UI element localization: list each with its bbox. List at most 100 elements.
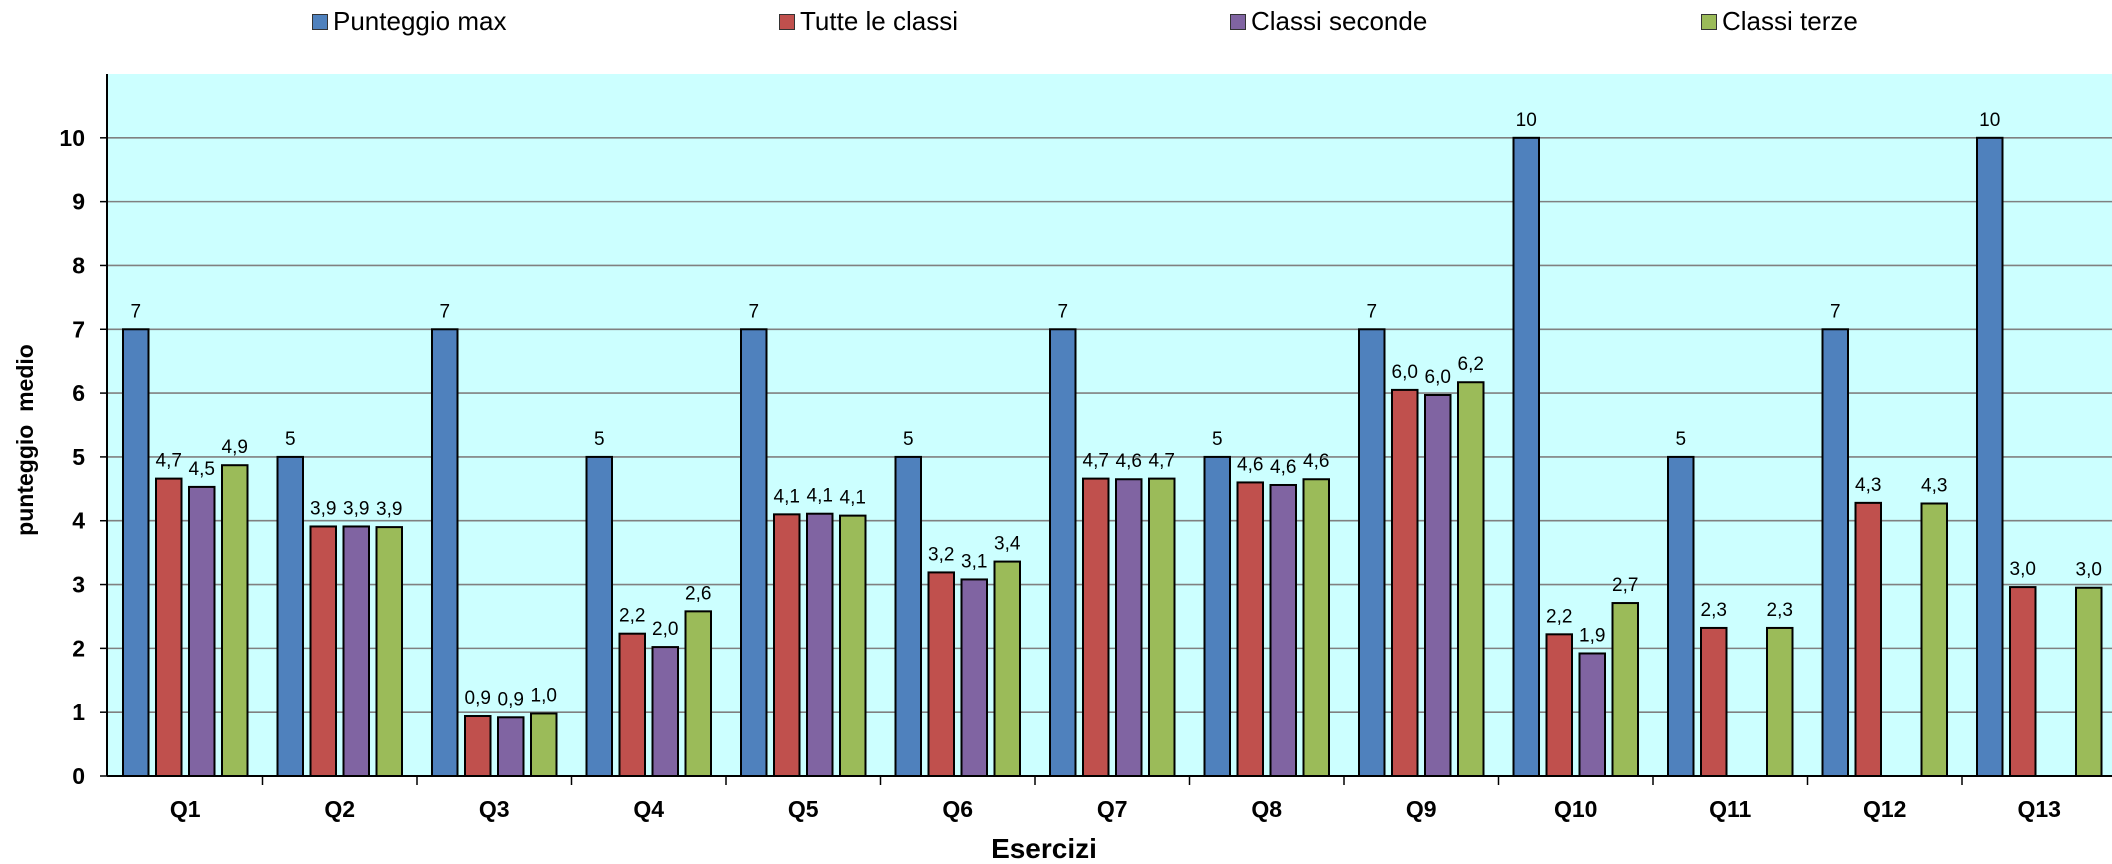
y-tick-label: 9: [72, 189, 85, 215]
bar: [1667, 455, 1695, 777]
y-tick-labels: 0 1 2 3 4 5 6 7 8 9 10: [59, 125, 107, 789]
data-label: 5: [1212, 429, 1223, 450]
bar: [585, 455, 613, 777]
data-label: 0,9: [465, 688, 491, 709]
data-label: 7: [1830, 301, 1841, 322]
bar: [651, 646, 679, 777]
bar: [1854, 501, 1882, 777]
data-label: 3,9: [343, 498, 369, 519]
data-labels: 7 4,7 4,5 4,9 5 3,9 3,9 3,9 7 0,9 0,9 1,0 5 2,2 2,0 2,6…: [130, 110, 2102, 710]
bar: [155, 477, 183, 777]
x-tick-label: Q11: [1709, 796, 1751, 822]
legend-item-punteggio-max: Punteggio max: [312, 6, 506, 37]
bar: [497, 716, 525, 778]
x-tick-label: Q1: [170, 796, 201, 822]
x-tick-label: Q4: [633, 796, 664, 822]
data-label: 6,0: [1392, 362, 1418, 383]
data-label: 4,6: [1270, 457, 1296, 478]
bar: [1236, 481, 1264, 777]
bar: [1424, 394, 1452, 777]
bar: [927, 571, 955, 777]
legend-item-classi-seconde: Classi seconde: [1230, 6, 1427, 37]
data-label: 4,1: [840, 488, 866, 509]
data-label: 7: [439, 301, 450, 322]
bar: [894, 455, 922, 777]
bar: [2075, 586, 2103, 778]
legend-swatch-classi-terze: [1701, 13, 1717, 30]
data-label: 4,7: [1149, 451, 1175, 472]
x-tick-label: Q12: [1863, 796, 1906, 822]
bar: [431, 328, 459, 777]
bar: [375, 526, 403, 777]
bar: [2009, 586, 2037, 778]
data-label: 4,3: [1921, 475, 1947, 496]
data-label: 1,9: [1579, 625, 1605, 646]
bar: [1082, 477, 1110, 777]
legend-label-tutte-le-classi: Tutte le classi: [800, 6, 958, 36]
data-label: 2,3: [1767, 600, 1793, 621]
bar: [993, 560, 1021, 778]
x-axis-title: Esercizi: [991, 833, 1097, 864]
data-label: 4,1: [774, 486, 800, 507]
legend-label-punteggio-max: Punteggio max: [333, 6, 507, 36]
bar: [1578, 652, 1606, 778]
data-label: 4,7: [1083, 451, 1109, 472]
y-tick-label: 0: [72, 763, 85, 789]
bar: [122, 328, 150, 777]
y-axis-title: punteggio medio: [12, 344, 38, 536]
data-label: 4,6: [1237, 454, 1263, 475]
data-label: 6,2: [1458, 354, 1484, 375]
data-label: 4,1: [807, 486, 833, 507]
bar: [276, 455, 304, 777]
x-tick-label: Q13: [2018, 796, 2061, 822]
data-label: 4,6: [1303, 451, 1329, 472]
y-tick-label: 10: [59, 125, 85, 151]
bar: [1049, 328, 1077, 777]
x-tick-label: Q6: [942, 796, 973, 822]
data-label: 2,2: [1546, 606, 1572, 627]
legend-label-classi-seconde: Classi seconde: [1251, 6, 1428, 36]
x-tick-label: Q9: [1406, 796, 1437, 822]
bar: [773, 513, 801, 777]
x-tick-label: Q5: [788, 796, 819, 822]
legend-item-classi-terze: Classi terze: [1701, 6, 1858, 37]
x-tick-label: Q10: [1554, 796, 1597, 822]
x-tick-label: Q2: [324, 796, 355, 822]
data-label: 2,7: [1612, 575, 1638, 596]
bar: [839, 514, 867, 777]
data-label: 7: [130, 301, 141, 322]
legend-swatch-punteggio-max: [312, 13, 328, 30]
data-label: 3,0: [2076, 560, 2102, 581]
bar: [1203, 455, 1231, 777]
bar: [1148, 477, 1176, 777]
bar: [1358, 328, 1386, 777]
legend-item-tutte-le-classi: Tutte le classi: [779, 6, 958, 37]
bar: [684, 610, 712, 778]
data-label: 4,9: [222, 437, 248, 458]
x-tick-labels: Q1 Q2 Q3 Q4 Q5 Q6 Q7 Q8 Q9 Q10 Q11 Q12 Q13: [170, 776, 2061, 822]
legend-label-classi-terze: Classi terze: [1722, 6, 1858, 36]
data-label: 5: [594, 429, 605, 450]
bar: [1700, 626, 1728, 778]
bar: [806, 512, 834, 777]
bar: [1976, 136, 2004, 777]
bar: [1920, 502, 1948, 777]
x-tick-label: Q8: [1251, 796, 1282, 822]
data-label: 1,0: [531, 685, 557, 706]
data-label: 3,0: [2010, 559, 2036, 580]
bar: [309, 525, 337, 777]
y-tick-label: 4: [72, 508, 85, 534]
data-label: 5: [1675, 429, 1686, 450]
bar: [1302, 478, 1330, 777]
data-label: 4,6: [1116, 451, 1142, 472]
data-label: 0,9: [498, 689, 524, 710]
data-label: 7: [1366, 301, 1377, 322]
data-label: 2,6: [685, 583, 711, 604]
data-label: 4,7: [156, 451, 182, 472]
legend-swatch-tutte-le-classi: [779, 13, 795, 30]
y-tick-label: 3: [72, 572, 85, 598]
y-tick-label: 8: [72, 252, 85, 278]
bar: [464, 715, 492, 778]
bar: [618, 632, 646, 777]
bar: [530, 712, 558, 778]
